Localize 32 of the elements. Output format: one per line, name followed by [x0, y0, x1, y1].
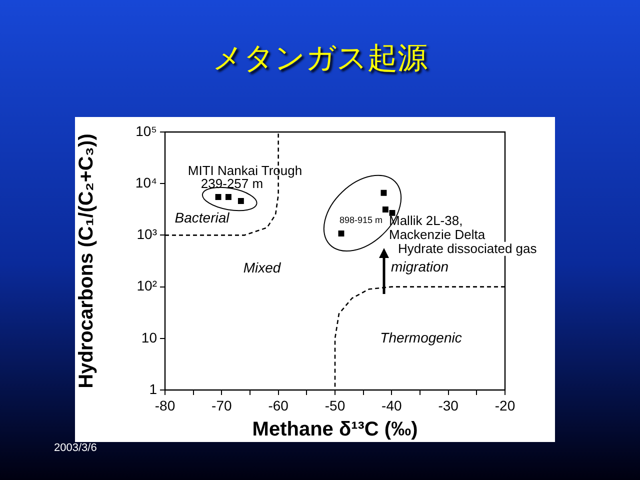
- y-tick-label: 1: [149, 380, 158, 397]
- annotation: 239-257 m: [200, 176, 264, 192]
- x-tick-label: -70: [212, 397, 232, 414]
- y-axis-title: Hydrocarbons (C₁/(C₂+C₃)): [76, 134, 98, 388]
- annotation: Bacterial: [174, 209, 230, 226]
- annotation: 898-915 m: [339, 215, 383, 226]
- point: [215, 194, 222, 200]
- x-axis-title: Methane δ¹³C (‰): [252, 418, 418, 441]
- x-tick-label: -20: [494, 397, 516, 414]
- annotation: MITI Nankai Trough: [188, 162, 302, 178]
- annotation: Hydrate dissociated gas: [398, 240, 537, 256]
- chart-title: メタンガス起源: [212, 40, 428, 78]
- annotation: Thermogenic: [380, 329, 462, 346]
- y-tick-label: 10: [141, 329, 158, 346]
- annotation: Mixed: [243, 259, 281, 276]
- x-tick-label: -30: [438, 397, 459, 414]
- text: 2003/3/6: [54, 442, 97, 454]
- y-tick-label: 10⁵: [136, 122, 157, 139]
- point: [382, 206, 388, 212]
- point: [238, 198, 244, 204]
- point: [380, 190, 387, 196]
- point: [338, 230, 344, 236]
- x-tick-label: -60: [268, 397, 289, 414]
- annotation: Mackenzie Delta: [389, 226, 486, 242]
- y-tick-label: 10²: [136, 278, 158, 294]
- x-tick-label: -40: [382, 397, 402, 414]
- x-tick-label: -80: [154, 397, 176, 414]
- point: [225, 194, 232, 200]
- y-tick-label: 10⁴: [135, 174, 157, 190]
- y-tick-label: 10³: [136, 226, 158, 242]
- annotation: migration: [391, 258, 449, 275]
- x-tick-label: -50: [324, 397, 346, 414]
